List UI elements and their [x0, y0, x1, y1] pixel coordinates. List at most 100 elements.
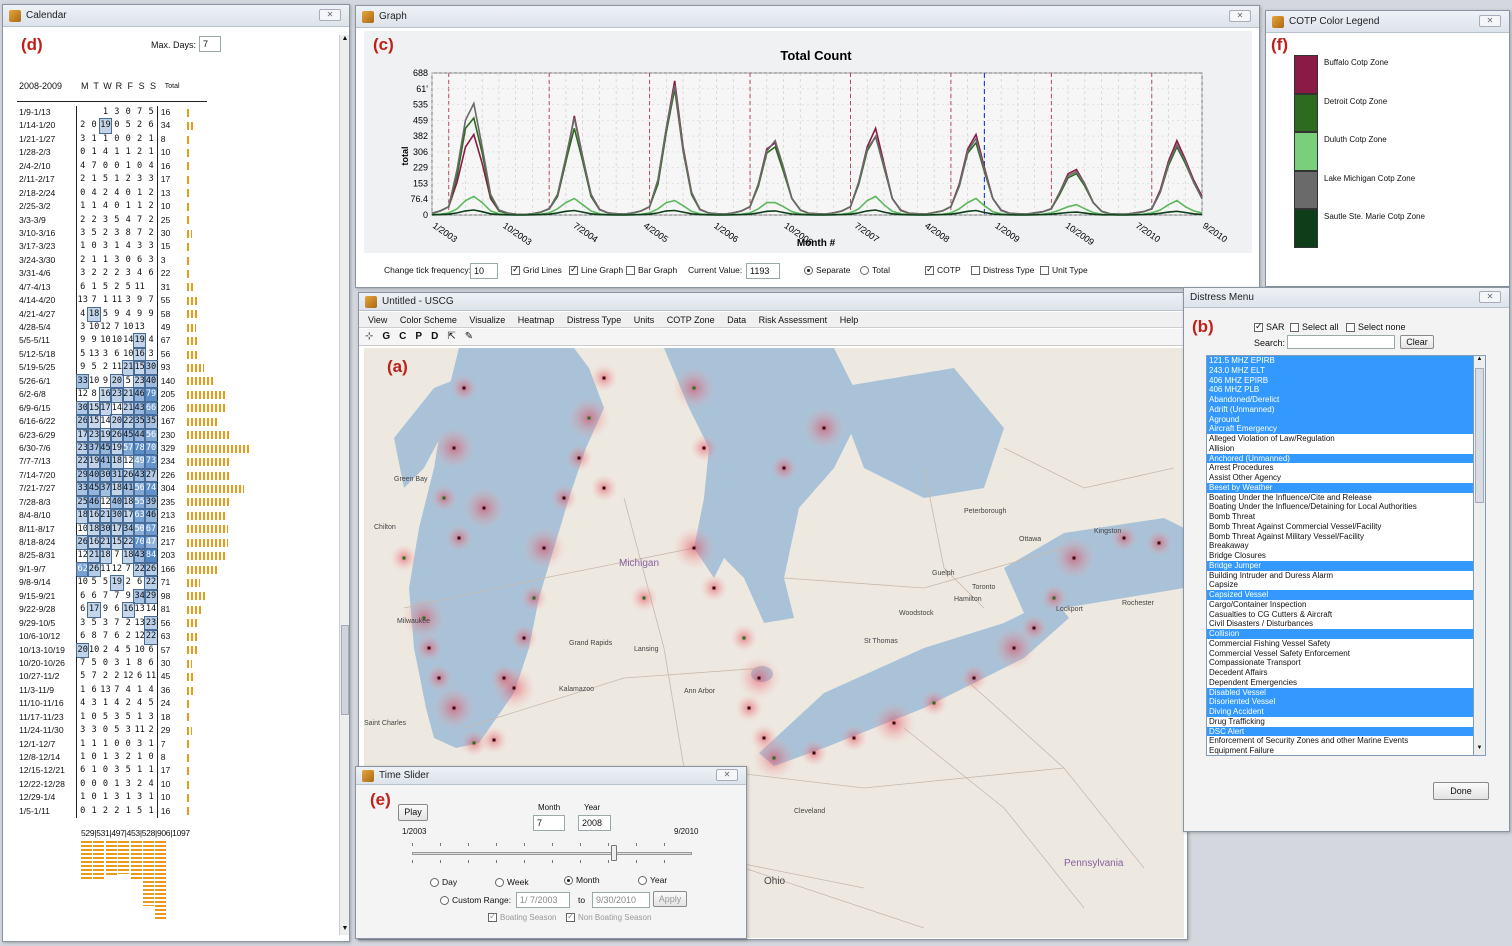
day-cell[interactable]: 13 — [77, 295, 88, 306]
day-cell[interactable]: 4 — [114, 187, 120, 198]
day-cell[interactable]: 84 — [144, 548, 158, 564]
day-cell[interactable]: 0 — [102, 160, 109, 171]
day-cell[interactable]: 2 — [125, 698, 131, 709]
day-cell[interactable]: 12 — [123, 671, 134, 682]
day-cell[interactable]: 26 — [121, 467, 135, 484]
day-cell[interactable]: 20 — [75, 642, 90, 658]
day-cell[interactable]: 0 — [114, 160, 120, 171]
day-cell[interactable]: 12 — [111, 563, 123, 574]
day-cell[interactable]: 3 — [137, 738, 143, 749]
day-cell[interactable]: 29 — [144, 588, 158, 605]
distress-type-item[interactable]: Bridge Closures — [1209, 551, 1266, 560]
apply-button[interactable]: Apply — [653, 891, 687, 907]
distress-type-item[interactable]: 121.5 MHZ EPIRB — [1207, 356, 1473, 366]
day-cell[interactable]: 1 — [148, 738, 154, 749]
day-cell[interactable]: 70 — [144, 440, 158, 457]
day-cell[interactable]: 9 — [125, 590, 131, 601]
day-cell[interactable]: 2 — [125, 631, 131, 642]
day-cell[interactable]: 3 — [114, 657, 120, 668]
incident-marker[interactable] — [532, 596, 536, 600]
day-cell[interactable]: 79 — [144, 387, 158, 403]
day-cell[interactable]: 18 — [121, 494, 135, 511]
calendar-week-row[interactable]: 4/28-5/4 3 10 12 7 10 13 49 — [17, 321, 277, 335]
day-cell[interactable]: 1 — [125, 147, 131, 158]
day-cell[interactable]: 7 — [91, 671, 97, 682]
map-view[interactable]: Michigan Green Bay Grand Rapids Lansing Kala… — [364, 348, 1184, 938]
day-cell[interactable] — [145, 281, 156, 294]
day-cell[interactable]: 13 — [134, 322, 145, 332]
day-cell[interactable]: 1 — [137, 684, 143, 695]
day-cell[interactable]: 0 — [125, 738, 131, 749]
distress-type-item[interactable]: Aircraft Emergency — [1207, 424, 1473, 434]
day-cell[interactable]: 1 — [114, 147, 120, 158]
day-cell[interactable]: 11 — [145, 671, 157, 682]
day-cell[interactable]: 2 — [148, 201, 154, 212]
day-cell[interactable]: 16 — [87, 508, 101, 524]
day-cell[interactable]: 1 — [102, 792, 109, 803]
day-cell[interactable]: 0 — [91, 120, 97, 131]
sar-checkbox[interactable]: SAR — [1254, 321, 1285, 333]
day-cell[interactable]: 21 — [87, 548, 101, 564]
day-cell[interactable]: 6 — [114, 348, 120, 359]
close-icon[interactable]: ✕ — [1479, 291, 1501, 303]
day-cell[interactable]: 0 — [114, 738, 120, 749]
day-cell[interactable]: 1 — [80, 792, 86, 803]
time-slider-track[interactable] — [412, 843, 692, 863]
day-cell[interactable]: 7 — [137, 214, 143, 225]
tool-p-button[interactable]: P — [415, 331, 423, 342]
day-cell[interactable]: 1 — [102, 752, 109, 762]
incident-marker[interactable] — [712, 586, 716, 590]
day-cell[interactable]: 2 — [125, 617, 131, 628]
day-cell[interactable]: 2 — [114, 671, 120, 682]
total-radio[interactable]: Total — [860, 265, 890, 276]
day-cell[interactable]: 1 — [114, 778, 120, 789]
day-cell[interactable]: 21 — [98, 508, 113, 524]
day-cell[interactable]: 6 — [91, 590, 97, 601]
distress-type-item[interactable]: Disabled Vessel — [1207, 687, 1473, 698]
calendar-week-row[interactable]: 11/24-11/30 3 3 0 5 3 11 2 29 — [17, 724, 277, 738]
day-cell[interactable]: 0 — [148, 752, 154, 762]
calendar-scrollbar[interactable]: ▲ ▼ — [339, 35, 349, 935]
menu-cotp-zone[interactable]: COTP Zone — [666, 315, 715, 325]
day-cell[interactable]: 3 — [102, 617, 109, 628]
distress-type-item[interactable]: Enforcement of Security Zones and other … — [1209, 736, 1409, 746]
incident-marker[interactable] — [472, 741, 476, 745]
day-cell[interactable]: 1 — [125, 160, 131, 171]
day-cell[interactable]: 9 — [80, 335, 86, 346]
calendar-week-row[interactable]: 6/23-6/29 17 23 19 26 45 44 56 230 — [17, 427, 277, 443]
incident-marker[interactable] — [822, 426, 826, 430]
day-cell[interactable]: 0 — [80, 778, 86, 789]
incident-marker[interactable] — [577, 456, 581, 460]
day-cell[interactable]: 0 — [80, 187, 86, 198]
distress-type-item[interactable]: Boating Under the Influence/Detaining fo… — [1209, 502, 1417, 512]
day-cell[interactable]: 7 — [102, 590, 109, 601]
incident-marker[interactable] — [1032, 626, 1036, 630]
day-cell[interactable]: 1 — [91, 201, 97, 212]
day-cell[interactable]: 3 — [114, 752, 120, 762]
day-cell[interactable]: 1 — [102, 738, 109, 749]
distress-type-item[interactable]: Abandoned/Derelict — [1207, 395, 1473, 405]
day-cell[interactable]: 27 — [144, 467, 158, 484]
day-cell[interactable]: 21 — [98, 534, 113, 551]
day-cell[interactable]: 19 — [98, 118, 113, 134]
day-cell[interactable]: 8 — [137, 657, 143, 668]
menu-distress-type[interactable]: Distress Type — [566, 315, 622, 325]
day-cell[interactable]: 16 — [132, 346, 147, 363]
day-cell[interactable]: 3 — [148, 711, 154, 722]
day-cell[interactable]: 7 — [114, 684, 120, 695]
day-cell[interactable]: 19 — [132, 333, 147, 349]
day-cell[interactable]: 4 — [125, 241, 131, 252]
day-cell[interactable]: 1 — [102, 254, 109, 265]
calendar-week-row[interactable]: 2/11-2/17 2 1 5 1 2 3 3 17 — [17, 173, 277, 187]
calendar-week-row[interactable]: 9/1-9/7 62 26 11 12 7 22 26 166 — [17, 561, 277, 578]
day-cell[interactable]: 1 — [137, 187, 143, 198]
search-input[interactable] — [1287, 335, 1395, 349]
menu-risk-assessment[interactable]: Risk Assessment — [758, 315, 828, 325]
day-cell[interactable]: 1 — [148, 147, 154, 158]
day-cell[interactable]: 15 — [110, 534, 124, 551]
day-cell[interactable]: 23 — [144, 615, 158, 632]
day-cell[interactable]: 2 — [148, 187, 154, 198]
day-cell[interactable]: 13 — [134, 604, 145, 615]
incident-marker[interactable] — [757, 676, 761, 680]
day-cell[interactable]: 3 — [80, 322, 86, 332]
